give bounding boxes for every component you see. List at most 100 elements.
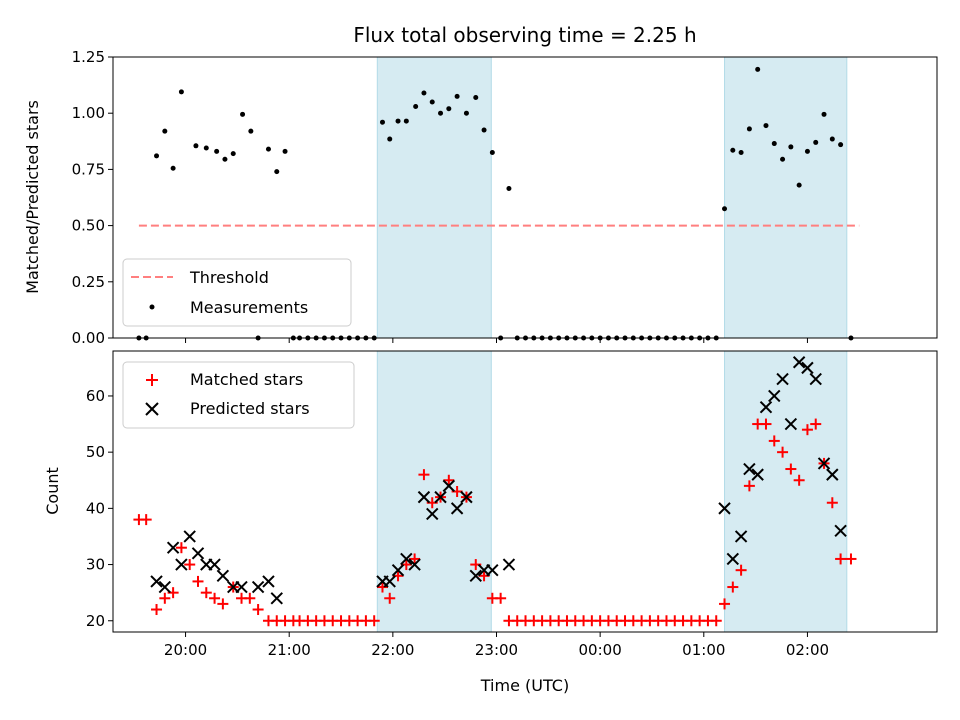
measurement-point [178, 89, 184, 95]
predicted-star-point [400, 552, 413, 566]
measurement-point [829, 136, 835, 142]
predicted-star-point [768, 389, 781, 403]
predicted-star-point [216, 569, 230, 583]
measurement-point [429, 99, 435, 105]
count-y-tick-label: 20 [86, 612, 105, 630]
measurement-point [730, 147, 736, 153]
predicted-star-point [502, 558, 516, 571]
x-axis-label: Time (UTC) [480, 676, 569, 695]
measurement-point [463, 110, 469, 116]
matched-star-point [845, 553, 857, 565]
predicted-star-point [792, 356, 806, 369]
predicted-star-point [150, 575, 163, 588]
measurement-point [248, 128, 254, 134]
predicted-star-point [383, 575, 396, 588]
matched-star-point [252, 604, 264, 616]
matched-star-point [826, 497, 838, 509]
x-tick-label: 01:00 [682, 641, 725, 659]
predicted-star-point [183, 530, 196, 543]
measurement-point [193, 143, 199, 149]
measurement-point [379, 119, 385, 125]
predicted-star-point [270, 592, 283, 605]
matched-star-point [140, 514, 152, 526]
predicted-star-point [817, 457, 831, 470]
matched-legend-swatch [146, 374, 158, 386]
matched-star-point [376, 581, 388, 593]
ratio-y-tick-label: 0.25 [72, 273, 105, 291]
count-legend: Matched stars Predicted stars [122, 361, 355, 429]
measurement-point [780, 156, 786, 162]
x-tick-label: 20:00 [164, 641, 207, 659]
x-tick-label: 00:00 [579, 641, 622, 659]
measurement-point [162, 128, 168, 134]
predicted-star-point [776, 372, 789, 386]
measurement-point [722, 206, 728, 212]
measurement-point [763, 123, 769, 129]
x-tick-label: 02:00 [786, 641, 829, 659]
matched-star-point [151, 604, 163, 616]
measurement-point [203, 145, 209, 151]
predicted-legend-label: Predicted stars [190, 399, 310, 418]
predicted-star-point [460, 490, 473, 504]
predicted-star-point [251, 580, 265, 594]
matched-star-point [768, 435, 780, 447]
predicted-star-point [469, 569, 482, 583]
measurement-point [214, 148, 220, 154]
matched-star-point [495, 592, 507, 604]
measurement-point [395, 118, 401, 124]
matched-star-point [192, 575, 204, 587]
matched-star-point [209, 592, 221, 604]
predicted-star-point [391, 563, 405, 577]
threshold-legend-label: Threshold [189, 268, 269, 287]
measurement-point [240, 111, 246, 117]
predicted-star-point [417, 490, 431, 504]
measurement-point [796, 182, 802, 188]
measurement-point [421, 90, 427, 96]
measurement-point [446, 106, 452, 112]
measurement-point [838, 142, 844, 148]
count-observing-window-2 [724, 350, 848, 633]
matched-star-point [368, 615, 380, 627]
ratio-y-tick-label: 0.50 [72, 217, 105, 235]
measurement-point [506, 186, 512, 192]
predicted-star-point [191, 547, 205, 560]
predicted-star-point [262, 575, 275, 588]
matched-star-point [801, 424, 813, 436]
matched-star-point [244, 592, 256, 604]
matched-star-point [793, 474, 805, 486]
x-tick-label: 21:00 [268, 641, 311, 659]
predicted-star-point [718, 502, 731, 515]
count-panel: 20 30 40 50 60 20:00 21:00 22:00 23:00 00:00 01:0… [43, 350, 938, 695]
matched-star-point [184, 559, 196, 571]
measurement-point [154, 153, 160, 159]
count-y-tick-label: 40 [86, 499, 105, 517]
count-y-tick-label: 60 [86, 387, 105, 405]
predicted-star-point [434, 490, 447, 504]
matched-star-point [810, 418, 822, 430]
predicted-star-point [408, 558, 421, 571]
measurement-point [454, 93, 460, 99]
chart-title: Flux total observing time = 2.25 h [353, 23, 696, 47]
measurement-point [265, 146, 271, 152]
matched-star-point [735, 564, 747, 576]
matched-star-point [418, 469, 430, 481]
x-tick-label: 23:00 [475, 641, 518, 659]
predicted-star-point [486, 563, 499, 577]
predicted-star-point [759, 400, 773, 414]
measurement-point [821, 111, 827, 117]
ratio-plot-frame [112, 56, 938, 339]
predicted-star-point [801, 361, 814, 375]
count-y-tick-label: 30 [86, 556, 105, 574]
x-tick-label: 22:00 [371, 641, 414, 659]
predicted-star-point [175, 558, 188, 571]
measurement-point [788, 144, 794, 150]
predicted-star-point [450, 502, 464, 515]
measurement-point [771, 141, 777, 147]
matched-star-point [719, 598, 731, 610]
matched-star-point [443, 474, 455, 486]
ratio-observing-window-1 [376, 56, 492, 339]
ratio-y-axis-label: Matched/Predicted stars [23, 100, 42, 294]
matched-star-point [159, 592, 171, 604]
measurement-point [222, 156, 228, 162]
